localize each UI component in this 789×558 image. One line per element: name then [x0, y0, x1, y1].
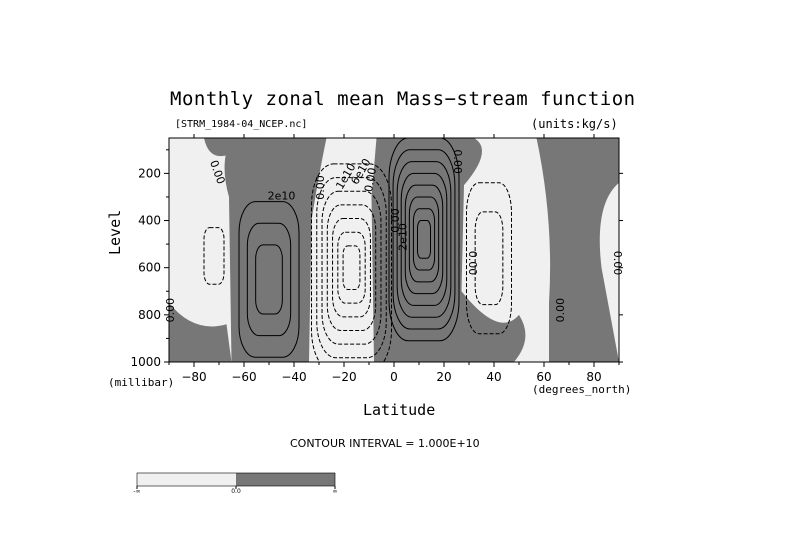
- contour-line: [321, 190, 382, 345]
- contour-line: [474, 211, 504, 306]
- contour-line: [342, 245, 361, 291]
- y-tick-label: 200: [138, 166, 161, 180]
- colorbar-label: 0.0: [231, 488, 241, 495]
- contour-label: 0.00: [362, 167, 379, 193]
- contour-label: 0.00: [451, 149, 464, 174]
- colorbar-segment: [137, 473, 236, 486]
- contour-label: 0.00: [164, 298, 177, 323]
- contour-line: [337, 231, 366, 304]
- colorbar-label: ∞: [333, 488, 338, 495]
- chart-title: Monthly zonal mean Mass−stream function: [170, 88, 636, 110]
- contour-label: 0.00: [389, 208, 402, 233]
- contour-line: [255, 244, 283, 315]
- contour-line: [332, 218, 371, 318]
- x-axis-label: Latitude: [363, 401, 436, 419]
- colorbar-segment: [236, 473, 335, 486]
- contour-line: [416, 220, 432, 259]
- positive-region: [371, 138, 526, 362]
- y-axis-label: Level: [106, 209, 124, 255]
- contour-line: [203, 227, 225, 285]
- colorbar-label: -∞: [133, 488, 140, 495]
- contour-line: [388, 138, 460, 342]
- x-axis-unit: (degrees_north): [532, 383, 632, 396]
- x-tick-label: 80: [586, 370, 601, 384]
- contour-label: 0.00: [611, 251, 624, 276]
- contour-line: [412, 208, 436, 271]
- units-label: (units:kg/s): [531, 117, 618, 131]
- contour-line: [400, 172, 448, 306]
- contour-line: [316, 177, 387, 359]
- x-tick-label: 40: [486, 370, 501, 384]
- contour-label: 0.00: [466, 251, 479, 276]
- contour-line: [396, 161, 452, 318]
- positive-region: [204, 138, 232, 157]
- x-tick-label: 20: [436, 370, 451, 384]
- contour-line: [326, 204, 377, 331]
- positive-region: [169, 303, 232, 362]
- contour-label: 0.00: [554, 298, 567, 323]
- y-tick-label: 400: [138, 214, 161, 228]
- x-tick-label: 0: [390, 370, 398, 384]
- contour-label: 2e10: [268, 189, 296, 202]
- contour-line: [311, 163, 392, 362]
- contour-line: [238, 201, 300, 358]
- x-tick-label: −60: [231, 370, 256, 384]
- shaded-regions: [169, 138, 619, 362]
- x-tick-label: −40: [281, 370, 306, 384]
- x-tick-label: 60: [536, 370, 551, 384]
- x-tick-label: −80: [181, 370, 206, 384]
- y-tick-label: 1000: [130, 355, 161, 369]
- y-tick-label: 800: [138, 308, 161, 322]
- contour-line: [408, 196, 440, 283]
- contour-line: [404, 184, 444, 295]
- source-file-label: [STRM_1984-04_NCEP.nc]: [175, 119, 308, 130]
- contour-line: [246, 222, 292, 337]
- positive-region: [224, 138, 327, 362]
- contour-line: [392, 149, 456, 330]
- y-axis-unit: (millibar): [108, 376, 175, 389]
- positive-region: [536, 138, 619, 362]
- y-tick-label: 600: [138, 261, 161, 275]
- contour-label: 2e10: [397, 223, 410, 251]
- x-tick-label: −20: [331, 370, 356, 384]
- contour-interval-note: CONTOUR INTERVAL = 1.000E+10: [290, 437, 480, 450]
- contour-label: 0.00: [314, 175, 327, 200]
